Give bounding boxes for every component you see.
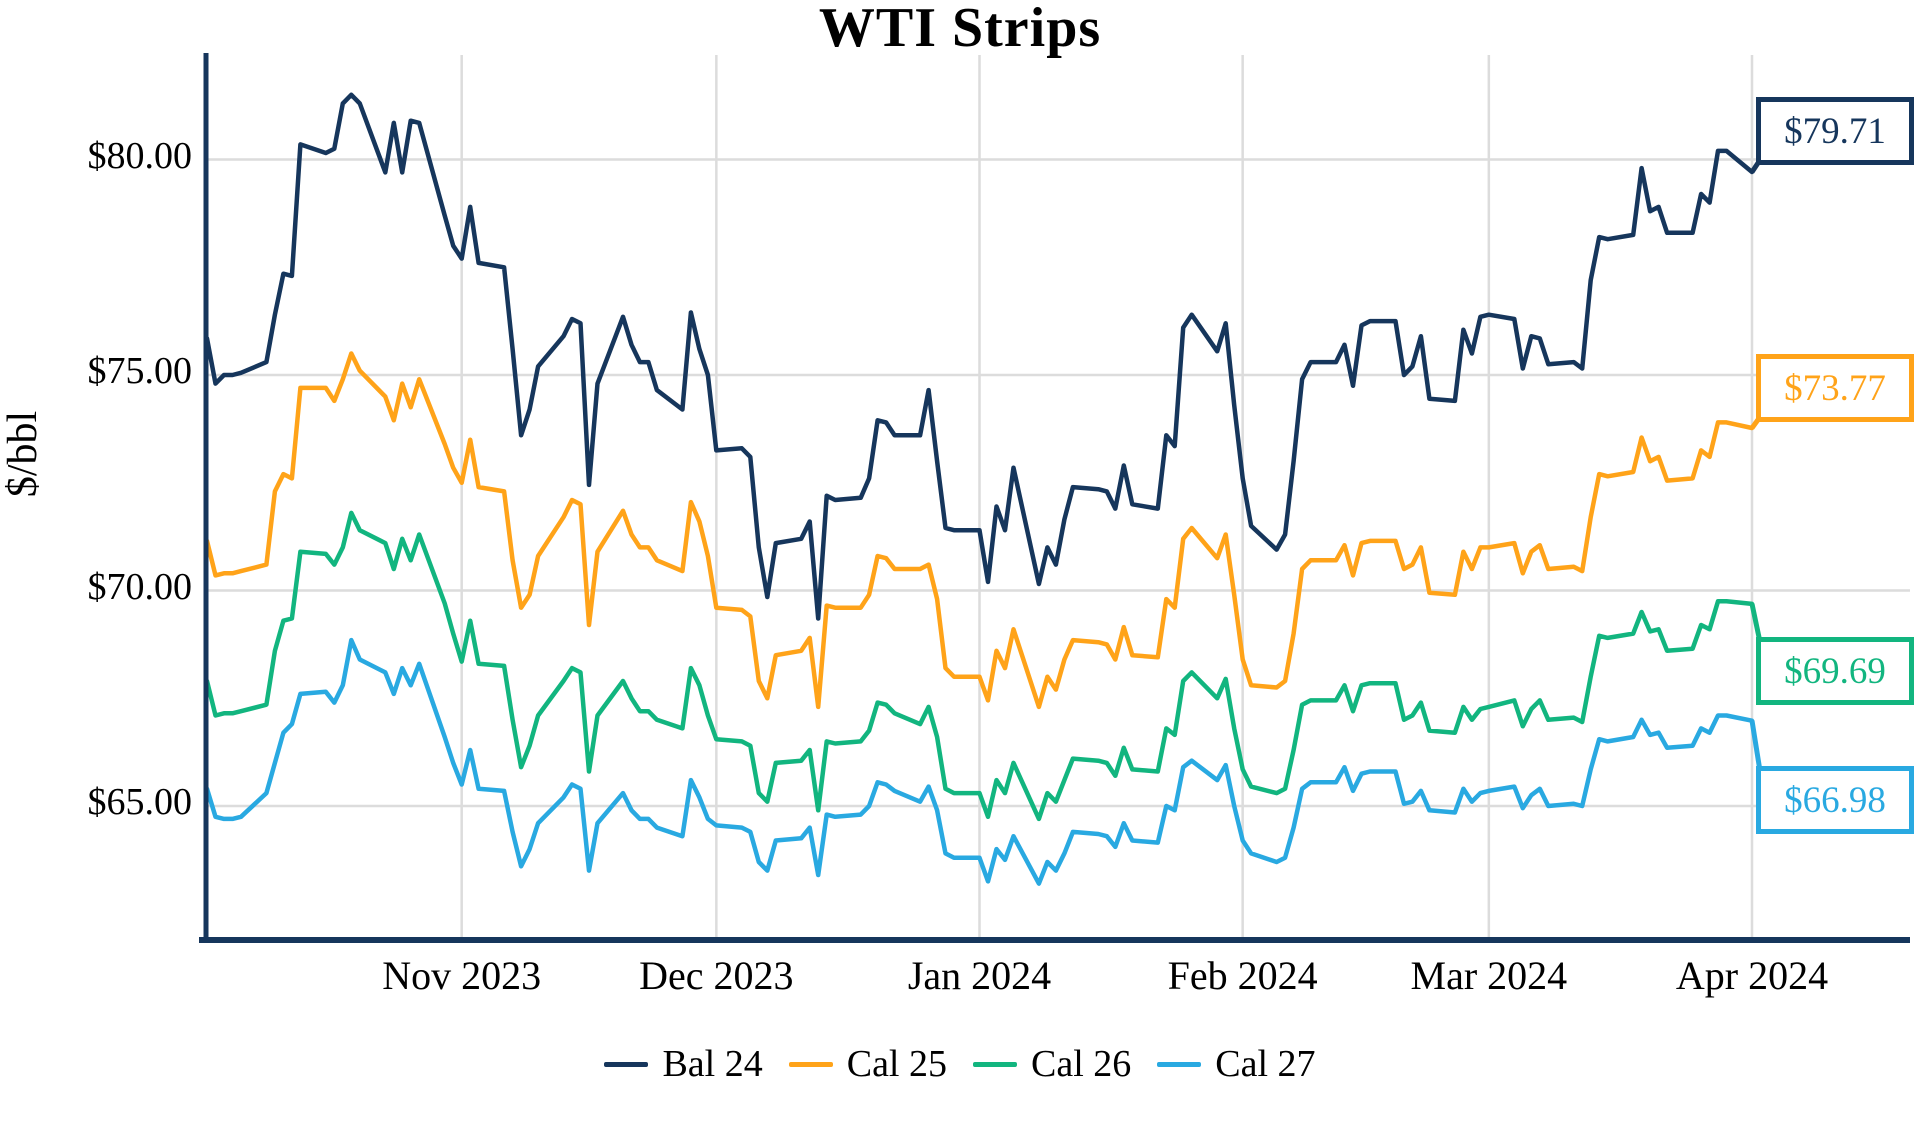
x-tick-label: Nov 2023 [382,953,542,998]
series-line-cal-27 [204,637,1755,886]
legend-label: Cal 25 [846,1043,947,1085]
x-tick-label: Feb 2024 [1167,953,1318,998]
legend-line-swatch [604,1061,649,1067]
legend-label: Cal 27 [1215,1043,1316,1085]
x-tick-label: Mar 2024 [1410,953,1568,998]
series-line-cal-26 [204,510,1755,822]
legend-item-bal-24: Bal 24 [604,1042,763,1086]
legend-item-cal-26: Cal 26 [973,1042,1131,1086]
x-tick-label: Dec 2023 [639,953,794,998]
end-value-label-cal-26: $69.69 [1756,637,1914,705]
end-value-label-bal-24: $79.71 [1756,97,1914,165]
end-value-label-cal-27: $66.98 [1756,766,1914,834]
end-value-label-cal-25: $73.77 [1756,354,1914,422]
end-label-arrow [1749,603,1763,643]
y-axis-title: $/bbl [0,410,46,498]
legend-label: Cal 26 [1031,1043,1132,1085]
x-tick-label: Jan 2024 [907,953,1052,998]
y-tick-label: $65.00 [87,781,193,823]
legend-item-cal-25: Cal 25 [788,1042,947,1086]
y-tick-label: $75.00 [87,350,193,392]
legend-line-swatch [1157,1061,1202,1067]
y-tick-label: $80.00 [87,134,193,177]
end-label-arrow [1749,720,1763,772]
legend-line-swatch [788,1061,833,1067]
legend-item-cal-27: Cal 27 [1157,1042,1316,1086]
legend-label: Bal 24 [662,1043,763,1085]
legend: Bal 24 Cal 25 Cal 26 Cal 27 [0,1042,1920,1086]
chart-title: WTI Strips [818,0,1102,59]
y-tick-label: $70.00 [87,565,193,608]
series-line-bal-24 [204,92,1755,621]
legend-line-swatch [973,1061,1017,1067]
x-tick-label: Apr 2024 [1675,953,1829,998]
series-line-cal-25 [204,351,1755,710]
